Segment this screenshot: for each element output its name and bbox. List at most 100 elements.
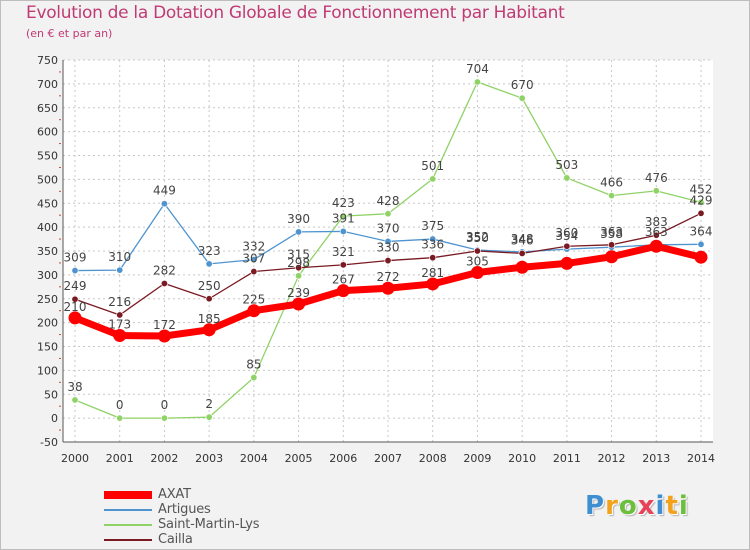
legend-label: Saint-Martin-Lys [158, 517, 260, 532]
legend-item: Saint-Martin-Lys [104, 517, 260, 532]
data-point [384, 257, 392, 265]
data-point [157, 329, 171, 343]
data-label: 323 [198, 244, 221, 258]
data-point [384, 210, 392, 218]
data-point [295, 264, 303, 272]
data-point [515, 260, 529, 274]
data-point [470, 265, 484, 279]
legend-item: Artigues [104, 502, 259, 517]
data-label: 363 [600, 225, 623, 239]
data-label: 452 [690, 182, 713, 196]
data-label: 38 [67, 380, 82, 394]
y-tick-label: 100 [37, 364, 58, 377]
data-label: 267 [332, 273, 355, 287]
data-label: 0 [116, 398, 124, 412]
data-label: 305 [466, 254, 489, 268]
y-tick-label: 400 [37, 221, 58, 234]
logo-letter: P [585, 491, 606, 521]
logo-letter: r [605, 491, 619, 521]
data-label: 298 [287, 256, 310, 270]
y-tick-label: 250 [37, 293, 58, 306]
data-label: 310 [108, 250, 131, 264]
legend-item: Cailla [104, 532, 259, 547]
data-point [608, 241, 616, 249]
data-label: 390 [287, 212, 310, 226]
data-point [116, 266, 124, 274]
legend-swatch [104, 508, 152, 511]
y-tick-label: 450 [37, 197, 58, 210]
data-label: 185 [198, 312, 221, 326]
data-point [563, 174, 571, 182]
data-label: 423 [332, 196, 355, 210]
data-label: 391 [332, 211, 355, 225]
logo-letter: x [637, 491, 656, 521]
data-point [652, 187, 660, 195]
data-point [71, 396, 79, 404]
data-label: 352 [466, 230, 489, 244]
data-point [160, 279, 168, 287]
data-label: 350 [466, 231, 489, 245]
x-tick-label: 2011 [553, 452, 581, 465]
y-tick-label: 150 [37, 341, 58, 354]
data-label: 250 [198, 279, 221, 293]
x-tick-label: 2014 [687, 452, 715, 465]
data-point [339, 212, 347, 220]
data-label: 0 [161, 398, 169, 412]
y-tick-label: 500 [37, 173, 58, 186]
logo-letter: i [655, 491, 666, 521]
proxiti-logo: Proxiti [585, 491, 689, 521]
data-point [518, 249, 526, 257]
data-point [381, 281, 395, 295]
y-tick-label: 550 [37, 150, 58, 163]
legend-item: AXAT [104, 487, 259, 502]
data-point [202, 323, 216, 337]
data-label: 2 [205, 397, 213, 411]
legend-swatch [104, 523, 152, 526]
data-label: 216 [108, 295, 131, 309]
data-point [295, 228, 303, 236]
chart-subtitle: (en € et par an) [26, 27, 113, 40]
x-tick-label: 2003 [195, 452, 223, 465]
data-label: 309 [64, 251, 87, 265]
data-label: 358 [600, 227, 623, 241]
data-label: 363 [645, 225, 668, 239]
data-point [71, 295, 79, 303]
data-point [339, 261, 347, 269]
data-point [697, 198, 705, 206]
x-tick-label: 2004 [240, 452, 268, 465]
legend-label: Cailla [158, 532, 193, 547]
data-label: 449 [153, 184, 176, 198]
data-point [68, 311, 82, 325]
logo-letter: o [618, 491, 638, 521]
legend-label: Artigues [158, 502, 211, 517]
legend-swatch [104, 538, 152, 541]
data-point [247, 304, 261, 318]
x-tick-label: 2001 [106, 452, 134, 465]
data-label: 429 [690, 193, 713, 207]
data-label: 364 [690, 224, 713, 238]
x-tick-label: 2010 [508, 452, 536, 465]
x-tick-label: 2008 [419, 452, 447, 465]
data-label: 330 [377, 241, 400, 255]
data-point [697, 240, 705, 248]
logo-letter: i [678, 491, 689, 521]
data-label: 281 [421, 266, 444, 280]
data-label: 85 [246, 358, 261, 372]
data-label: 346 [511, 233, 534, 247]
x-tick-label: 2012 [598, 452, 626, 465]
data-point [608, 192, 616, 200]
legend-swatch [104, 490, 152, 499]
data-point [339, 227, 347, 235]
data-point [652, 231, 660, 239]
data-point [292, 297, 306, 311]
legend-label: AXAT [158, 487, 191, 502]
x-tick-label: 2006 [329, 452, 357, 465]
chart-legend: AXAT Artigues Saint-Martin-Lys Cailla [104, 487, 260, 547]
data-point [563, 242, 571, 250]
x-tick-label: 2002 [150, 452, 178, 465]
data-label: 172 [153, 318, 176, 332]
data-label: 272 [377, 270, 400, 284]
data-point [160, 200, 168, 208]
